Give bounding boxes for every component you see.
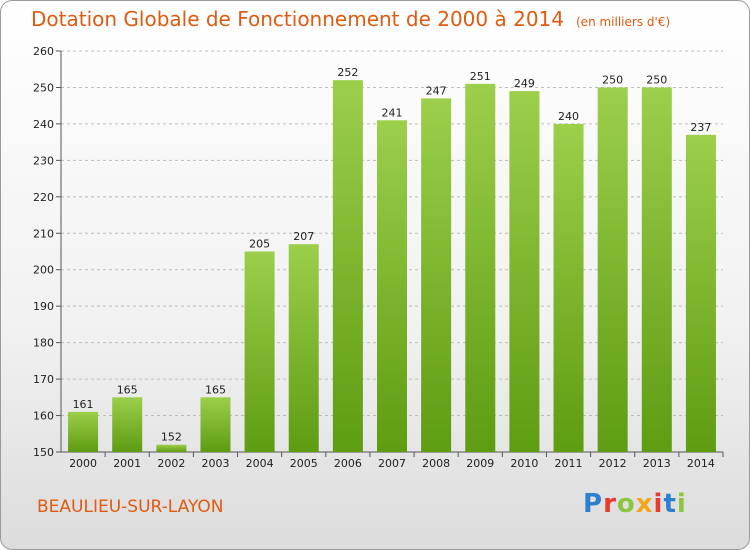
y-tick-label: 210 xyxy=(33,227,54,240)
bar-2000 xyxy=(68,411,99,452)
data-label: 249 xyxy=(514,77,535,90)
logo-letter-i2: i xyxy=(676,489,687,519)
chart-title: Dotation Globale de Fonctionnement de 20… xyxy=(31,7,670,31)
bar-2007 xyxy=(376,120,408,452)
bar-2011 xyxy=(553,123,584,452)
x-tick-label: 2007 xyxy=(378,457,406,470)
logo-letter-r: r xyxy=(603,489,617,519)
data-label: 205 xyxy=(249,238,270,251)
data-label: 161 xyxy=(73,398,94,411)
bar-2005 xyxy=(288,244,319,452)
x-tick-label: 2005 xyxy=(290,457,318,470)
x-tick-label: 2014 xyxy=(687,457,715,470)
x-tick-label: 2002 xyxy=(157,457,185,470)
bars xyxy=(68,80,716,453)
x-tick-label: 2000 xyxy=(69,457,97,470)
commune-name: BEAULIEU-SUR-LAYON xyxy=(37,497,224,517)
x-tick-label: 2006 xyxy=(334,457,362,470)
chart-unit: (en milliers d'€) xyxy=(576,15,671,29)
data-label: 240 xyxy=(558,110,579,123)
x-tick-label: 2013 xyxy=(643,457,671,470)
x-tick-label: 2004 xyxy=(246,457,274,470)
y-tick-label: 170 xyxy=(33,373,54,386)
bar-2008 xyxy=(421,98,452,453)
y-tick-label: 180 xyxy=(33,337,54,350)
bar-2004 xyxy=(244,251,275,452)
data-label: 152 xyxy=(161,431,182,444)
logo-letter-p: P xyxy=(583,489,604,519)
bar-2013 xyxy=(641,87,672,453)
x-tick-label: 2012 xyxy=(599,457,627,470)
logo-letter-o: o xyxy=(616,489,636,519)
data-label: 237 xyxy=(690,121,711,134)
bar-2014 xyxy=(685,134,716,452)
x-tick-label: 2001 xyxy=(113,457,141,470)
data-label: 165 xyxy=(117,383,138,396)
bar-2001 xyxy=(112,397,143,452)
data-label: 252 xyxy=(337,66,358,79)
data-label: 250 xyxy=(602,73,623,86)
logo-letter-x: x xyxy=(635,489,654,519)
data-label: 250 xyxy=(646,73,667,86)
logo-letter-t: t xyxy=(663,489,677,519)
y-tick-label: 240 xyxy=(33,118,54,131)
x-tick-label: 2003 xyxy=(201,457,229,470)
data-label: 207 xyxy=(293,230,314,243)
data-label: 165 xyxy=(205,383,226,396)
bar-2006 xyxy=(332,80,363,452)
y-tick-label: 200 xyxy=(33,264,54,277)
x-tick-label: 2011 xyxy=(555,457,583,470)
data-label: 251 xyxy=(470,70,491,83)
logo-letter-i1: i xyxy=(653,489,664,519)
y-tick-label: 230 xyxy=(33,154,54,167)
bar-2003 xyxy=(200,397,231,452)
y-tick-label: 150 xyxy=(33,446,54,459)
data-label: 247 xyxy=(426,84,447,97)
y-tick-label: 260 xyxy=(33,45,54,58)
y-tick-label: 250 xyxy=(33,81,54,94)
bar-2012 xyxy=(597,87,628,453)
y-tick-label: 190 xyxy=(33,300,54,313)
chart-title-text: Dotation Globale de Fonctionnement de 20… xyxy=(31,7,564,31)
bar-2010 xyxy=(509,91,540,452)
labels: 150 160 170 180 190 200 210 220 230 240 250 260 2000… xyxy=(33,45,715,470)
bar-2009 xyxy=(465,83,496,453)
data-label: 241 xyxy=(382,106,403,119)
y-tick-label: 160 xyxy=(33,410,54,423)
proxiti-logo: Proxiti xyxy=(583,489,687,519)
x-tick-label: 2009 xyxy=(466,457,494,470)
x-tick-label: 2010 xyxy=(510,457,538,470)
bar-2002 xyxy=(156,444,187,452)
y-tick-label: 220 xyxy=(33,191,54,204)
x-tick-label: 2008 xyxy=(422,457,450,470)
